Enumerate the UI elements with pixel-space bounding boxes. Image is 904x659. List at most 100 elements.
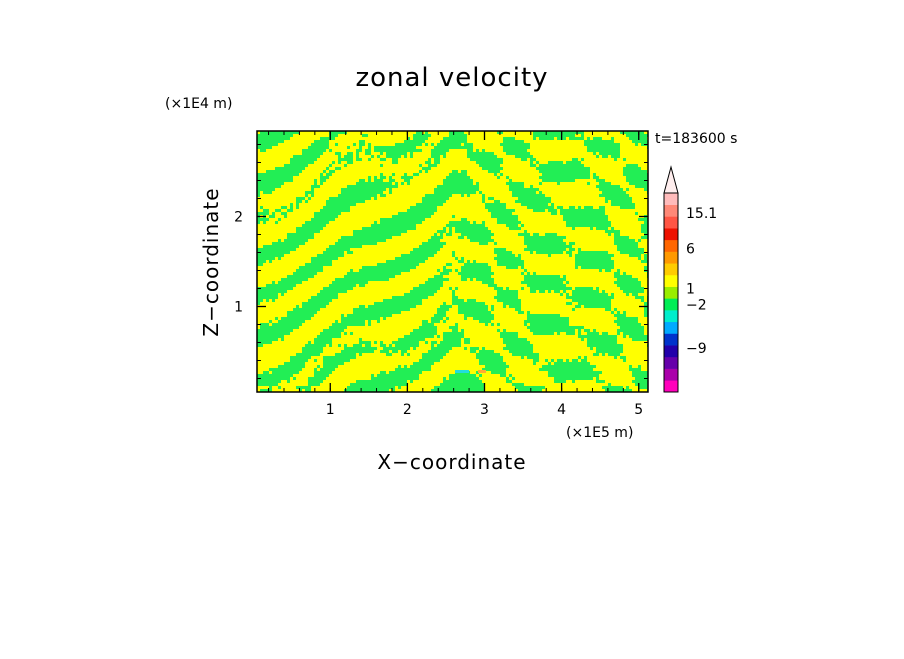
field-cell	[410, 254, 413, 257]
field-cell	[542, 167, 545, 170]
field-cell	[521, 263, 524, 266]
field-cell	[587, 251, 590, 254]
field-cell	[395, 158, 398, 161]
field-cell	[548, 368, 551, 371]
field-cell	[365, 197, 368, 200]
field-cell	[599, 335, 602, 338]
field-cell	[362, 185, 365, 188]
field-cell	[458, 377, 461, 380]
field-cell	[632, 323, 635, 326]
field-cell	[287, 374, 290, 377]
field-cell	[536, 287, 539, 290]
field-cell	[302, 227, 305, 230]
field-cell	[266, 179, 269, 182]
field-cell	[341, 242, 344, 245]
field-cell	[596, 227, 599, 230]
field-cell	[314, 272, 317, 275]
field-cell	[482, 155, 485, 158]
field-cell	[530, 155, 533, 158]
field-cell	[539, 203, 542, 206]
field-cell	[482, 356, 485, 359]
field-cell	[383, 275, 386, 278]
field-cell	[416, 341, 419, 344]
field-cell	[290, 311, 293, 314]
field-cell	[527, 275, 530, 278]
field-cell	[317, 305, 320, 308]
field-cell	[296, 173, 299, 176]
field-cell	[335, 278, 338, 281]
field-cell	[416, 299, 419, 302]
field-cell	[374, 383, 377, 386]
field-cell	[332, 203, 335, 206]
field-cell	[398, 347, 401, 350]
field-cell	[338, 158, 341, 161]
field-cell	[431, 287, 434, 290]
field-cell	[290, 173, 293, 176]
field-cell	[521, 158, 524, 161]
field-cell	[296, 203, 299, 206]
field-cell	[590, 344, 593, 347]
field-cell	[605, 152, 608, 155]
field-cell	[617, 323, 620, 326]
field-cell	[392, 275, 395, 278]
field-cell	[560, 359, 563, 362]
field-cell	[578, 164, 581, 167]
field-cell	[542, 248, 545, 251]
field-cell	[287, 275, 290, 278]
field-cell	[353, 194, 356, 197]
field-cell	[287, 170, 290, 173]
field-cell	[548, 131, 551, 134]
field-cell	[446, 185, 449, 188]
field-cell	[500, 263, 503, 266]
field-cell	[602, 254, 605, 257]
field-cell	[329, 206, 332, 209]
field-cell	[470, 179, 473, 182]
field-cell	[269, 191, 272, 194]
field-cell	[644, 182, 647, 185]
field-cell	[344, 287, 347, 290]
field-cell	[485, 314, 488, 317]
field-cell	[569, 374, 572, 377]
field-cell	[542, 236, 545, 239]
field-cell	[377, 308, 380, 311]
field-cell	[404, 221, 407, 224]
field-cell	[467, 260, 470, 263]
field-cell	[482, 347, 485, 350]
field-cell	[368, 386, 371, 389]
field-cell	[575, 290, 578, 293]
field-cell	[347, 239, 350, 242]
field-cell	[632, 203, 635, 206]
field-cell	[500, 287, 503, 290]
field-cell	[266, 383, 269, 386]
field-cell	[278, 239, 281, 242]
field-cell	[461, 305, 464, 308]
field-cell	[587, 335, 590, 338]
field-cell	[596, 299, 599, 302]
field-cell	[257, 137, 260, 140]
field-cell	[359, 383, 362, 386]
field-cell	[350, 188, 353, 191]
field-cell	[440, 185, 443, 188]
field-cell	[275, 323, 278, 326]
field-cell	[527, 278, 530, 281]
field-cell	[371, 233, 374, 236]
field-cell	[308, 269, 311, 272]
field-cell	[620, 284, 623, 287]
field-cell	[596, 221, 599, 224]
field-cell	[275, 131, 278, 134]
field-cell	[290, 365, 293, 368]
field-cell	[314, 155, 317, 158]
field-cell	[563, 320, 566, 323]
field-cell	[581, 137, 584, 140]
field-cell	[569, 224, 572, 227]
field-cell	[350, 356, 353, 359]
field-cell	[287, 173, 290, 176]
field-cell	[419, 209, 422, 212]
field-cell	[569, 164, 572, 167]
field-cell	[353, 272, 356, 275]
field-cell	[485, 305, 488, 308]
field-cell	[515, 302, 518, 305]
field-cell	[275, 134, 278, 137]
field-cell	[374, 314, 377, 317]
field-cell	[326, 176, 329, 179]
